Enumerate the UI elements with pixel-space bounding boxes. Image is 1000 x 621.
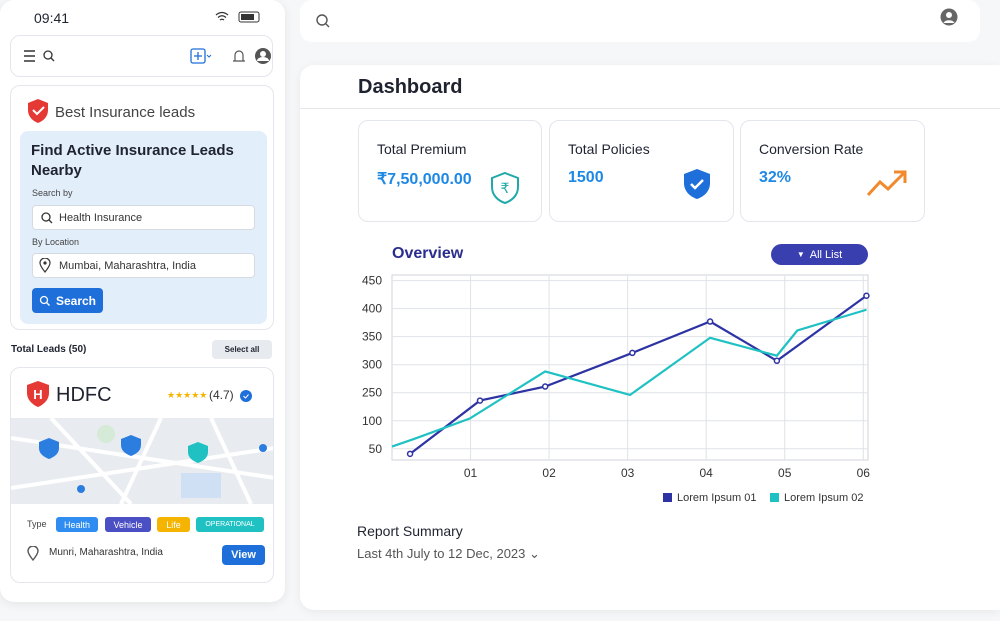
lead-address: Munri, Maharashtra, India: [49, 547, 163, 558]
lead-rating: (4.7): [209, 388, 234, 402]
location-input[interactable]: Mumbai, Maharashtra, India: [32, 253, 255, 278]
pin-icon: [39, 258, 51, 273]
x-tick-label: 04: [700, 466, 714, 480]
tag: OPERATIONAL: [196, 517, 264, 532]
filter-arrow: ▼: [796, 250, 805, 259]
lead-card: H HDFC ★★★★★ (4.7) Type Health Vehicle L…: [10, 367, 274, 583]
tag: Health: [56, 517, 98, 532]
shield-logo: [28, 99, 48, 123]
y-tick-label: 50: [369, 442, 383, 456]
location-label: By Location: [32, 237, 80, 247]
type-label: Type: [27, 519, 47, 529]
kpi-value: ₹7,50,000.00: [377, 171, 472, 188]
y-tick-label: 350: [362, 330, 382, 344]
report-range[interactable]: Last 4th July to 12 Dec, 2023 ⌄: [357, 546, 540, 561]
overview-title: Overview: [392, 245, 464, 262]
y-tick-label: 100: [362, 414, 382, 428]
kpi-card: Total Premium ₹7,50,000.00 ₹: [358, 120, 542, 222]
top-search-bar: [300, 0, 980, 42]
x-tick-label: 02: [542, 466, 556, 480]
point: [706, 318, 714, 325]
kpi-label: Total Policies: [568, 141, 650, 157]
top-bar: [10, 35, 273, 77]
phone-panel: 09:41 Best Insurance leads Find Active I…: [0, 0, 285, 602]
kpi-card: Conversion Rate 32%: [740, 120, 925, 222]
y-tick-label: 450: [362, 274, 382, 288]
brand-name: Best Insurance leads: [55, 104, 196, 121]
filter-button[interactable]: ▼ All List: [771, 244, 868, 265]
svg-text:₹: ₹: [501, 180, 510, 196]
search-button-icon: [39, 295, 50, 306]
point: [541, 383, 549, 390]
y-tick-label: 300: [362, 358, 382, 372]
legend-label: Lorem Ipsum 02: [784, 492, 863, 504]
overview-chart: 450 400 350 300 250 100 50 01 02 03 04 05 06 Lorem Ip…: [362, 274, 871, 504]
top-bar-icons: [24, 48, 271, 64]
leads-title: Total Leads (50): [11, 344, 87, 355]
lead-name: HDFC: [56, 384, 112, 406]
kpi-icon: [684, 169, 710, 199]
filter-label: All List: [809, 248, 843, 261]
divider: [300, 108, 1000, 109]
legend-swatch: [663, 493, 672, 502]
tag: Life: [157, 517, 190, 532]
kpi-icon: [866, 170, 907, 197]
series-line: [409, 294, 868, 455]
point: [773, 357, 781, 365]
dashboard-panel: Dashboard Total Premium ₹7,50,000.00 ₹ T…: [300, 65, 1000, 610]
y-tick-label: 250: [362, 386, 382, 400]
search-icon: [41, 212, 53, 224]
point: [406, 450, 414, 458]
svg-text:H: H: [33, 387, 42, 402]
address-pin: [27, 546, 39, 561]
point: [863, 292, 870, 299]
x-tick-label: 01: [464, 466, 478, 480]
search-button[interactable]: Search: [32, 288, 103, 313]
lead-stars: ★★★★★: [167, 390, 208, 400]
dashboard-title: Dashboard: [358, 76, 463, 98]
search-panel: Best Insurance leads Find Active Insuran…: [10, 85, 274, 330]
status-time: 09:41: [34, 10, 70, 26]
legend-label: Lorem Ipsum 01: [677, 492, 756, 504]
kpi-value: 32%: [759, 169, 792, 186]
select-all-button[interactable]: Select all: [212, 340, 272, 359]
report-title: Report Summary: [357, 523, 463, 539]
hdfc-logo: H: [27, 381, 49, 407]
status-icons: [215, 11, 260, 23]
search-title: Find Active Insurance Leads Nearby: [31, 142, 234, 179]
point: [476, 397, 484, 404]
search-by-label: Search by: [32, 188, 73, 198]
x-tick-label: 03: [621, 466, 635, 480]
kpi-icon: ₹: [491, 171, 519, 205]
report-range-text: Last 4th July to 12 Dec, 2023: [357, 546, 526, 561]
point: [629, 349, 636, 357]
legend-swatch: [770, 493, 779, 502]
x-tick-label: 06: [857, 466, 871, 480]
series-line: [391, 308, 867, 448]
kpi-label: Conversion Rate: [759, 141, 864, 157]
avatar[interactable]: [940, 8, 958, 26]
plot-frame: [391, 274, 869, 461]
map: [11, 418, 273, 504]
y-tick-label: 400: [362, 302, 382, 316]
top-search-icon[interactable]: [315, 13, 331, 29]
x-tick-label: 05: [778, 466, 792, 480]
verified-icon: [240, 390, 252, 402]
kpi-label: Total Premium: [377, 141, 467, 157]
kpi-value: 1500: [568, 169, 604, 186]
search-card: Find Active Insurance Leads Nearby Searc…: [20, 131, 267, 324]
kpi-card: Total Policies 1500: [549, 120, 734, 222]
view-button[interactable]: View: [222, 545, 265, 565]
tag: Vehicle: [105, 517, 151, 532]
search-input[interactable]: Health Insurance: [32, 205, 255, 230]
